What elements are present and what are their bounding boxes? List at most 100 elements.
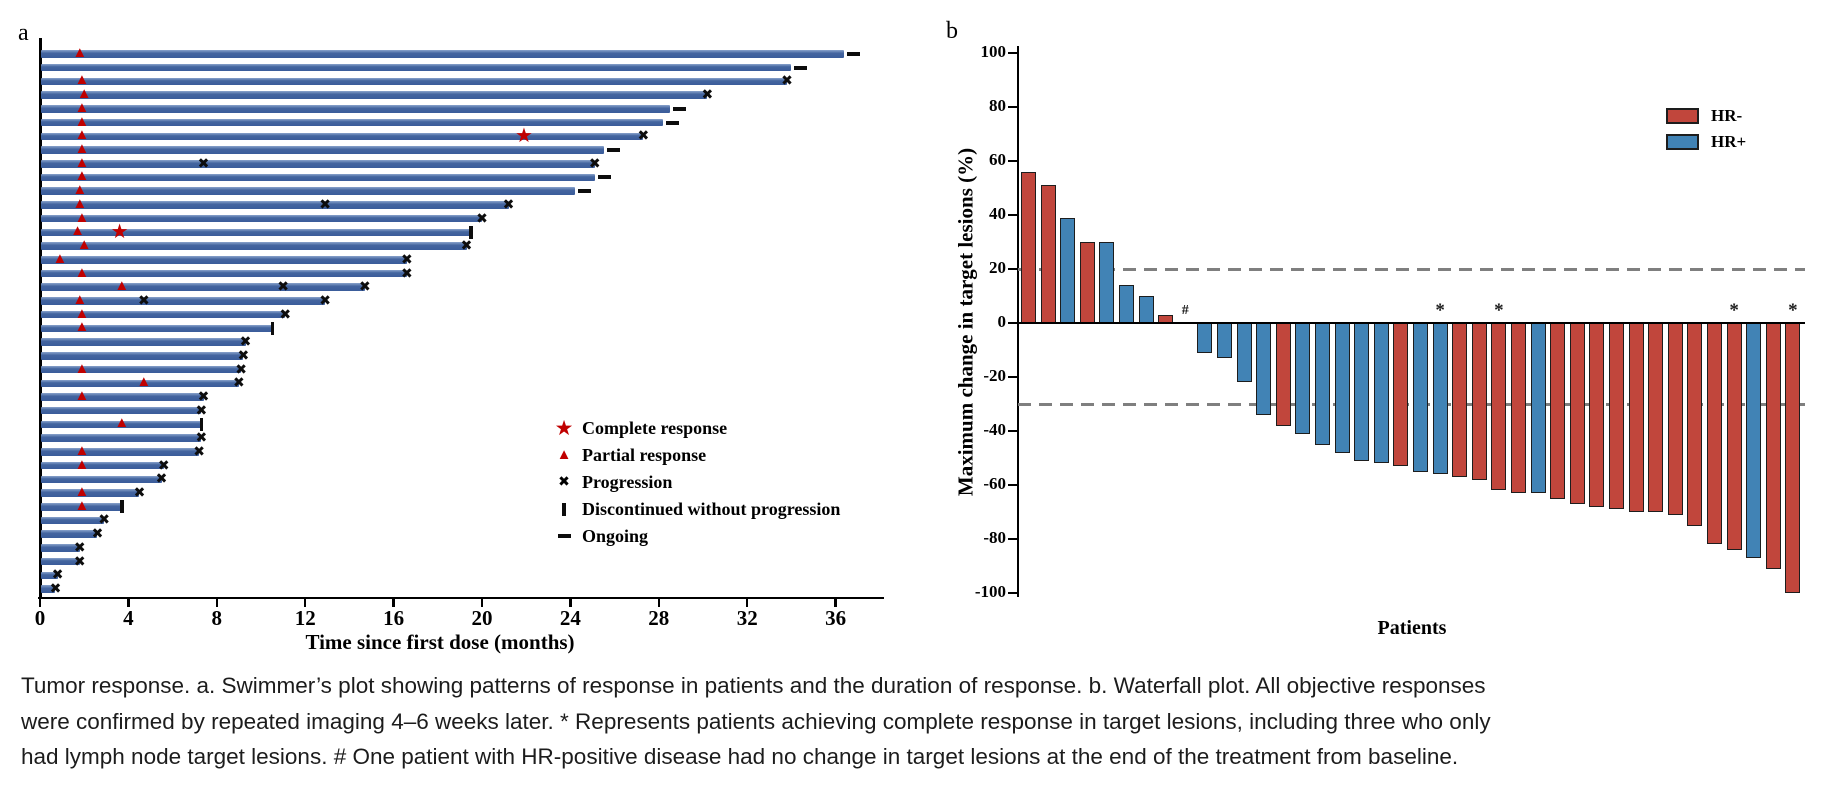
waterfall-bar [1334,323,1350,453]
swimmer-x-tick-label: 36 [825,606,847,630]
waterfall-bar [1569,323,1585,504]
swimmer-x-tick-label: 32 [736,606,758,630]
triangle-icon: ▲ [556,446,572,463]
waterfall-bar [1667,323,1683,515]
swimmer-bar [41,420,202,429]
swimmer-bar [41,201,509,209]
swimmer-x-tick-label: 16 [383,606,405,630]
waterfall-bar [1530,323,1546,494]
swimmer-x-tick [834,599,837,607]
swimmer-bar [41,269,407,278]
waterfall-bar [1119,285,1134,323]
waterfall-bar [1785,323,1801,593]
waterfall-y-tick [1008,267,1017,271]
swimmer-bar [41,310,286,319]
waterfall-legend-item: HR- [1666,106,1742,126]
no-change-hash-label: # [1181,303,1189,318]
star-icon: ★ [554,415,574,440]
swimmer-legend-label: Complete response [582,417,728,438]
waterfall-y-tick-label: 40 [989,204,1006,223]
progression-x-icon: ✖ [73,553,86,570]
waterfall-legend-label: HR- [1711,106,1743,125]
swimmer-x-tick-label: 24 [559,606,581,630]
progression-x-icon: ✖ [195,430,208,447]
progression-x-icon: ✖ [460,238,473,255]
swimmer-legend-label: Ongoing [582,525,649,546]
waterfall-bar [1707,323,1722,545]
progression-x-icon: ✖ [239,334,252,351]
progression-x-icon: ✖ [137,292,150,309]
swimmer-bar [41,283,365,291]
swimmer-bar [41,544,80,552]
panel-b-label: b [946,18,958,44]
swimmer-bar [41,160,595,168]
complete-response-star-icon: ★ [515,125,533,148]
dash-glyph [557,534,571,538]
progression-x-icon: ✖ [400,251,413,268]
discontinued-tick-icon [270,321,275,335]
swimmer-bar [41,256,407,264]
discontinued-tick-icon [199,417,204,431]
swimmer-bar [41,448,200,456]
dash-icon [546,534,582,538]
swimmer-bar [41,571,58,580]
swimmer-bar [41,434,202,442]
complete-response-asterisk-label: * [1788,300,1798,321]
progression-x-icon: ✖ [476,210,488,227]
swimmer-legend-item: Ongoing [546,523,648,549]
ongoing-dash-icon [666,120,680,125]
ongoing-dash-icon [672,106,686,111]
progression-x-icon: ✖ [233,375,245,392]
partial-response-triangle-icon: ▲ [52,250,68,267]
ongoing-dash-icon [577,189,591,194]
swimmer-legend-item: Discontinued without progression [546,496,840,522]
waterfall-y-tick-label: 100 [980,42,1007,61]
swimmer-x-tick [215,599,219,607]
waterfall-y-tick [1008,213,1017,217]
progression-x-icon: ✖ [502,196,515,213]
partial-response-triangle-icon: ▲ [74,99,90,116]
swimmer-bar [41,352,244,360]
waterfall-bar [1452,323,1468,477]
swimmer-x-tick [657,599,661,607]
partial-response-triangle-icon: ▲ [74,484,90,501]
waterfall-bar [1040,185,1056,323]
progression-x-icon: ✖ [157,457,170,474]
partial-response-triangle-icon: ▲ [136,374,152,391]
swimmer-bar [41,173,595,182]
partial-response-triangle-icon: ▲ [76,237,92,254]
waterfall-bar [1197,323,1213,353]
swimmer-bar [41,406,202,415]
swimmer-x-tick-label: 12 [294,606,316,630]
waterfall-bar [1021,171,1036,323]
waterfall-bar [1236,323,1252,383]
waterfall-legend-item: HR+ [1666,132,1746,152]
swimmer-bar [41,118,664,127]
vbar-icon [546,502,582,516]
partial-response-triangle-icon: ▲ [74,72,90,89]
progression-x-icon: ✖ [155,471,168,488]
waterfall-y-tick [1008,537,1017,541]
swimmer-bar [41,187,575,195]
swimmer-x-tick [303,599,307,607]
waterfall-reference-line [1018,402,1805,406]
swimmer-x-tick-label: 20 [471,606,493,630]
partial-response-triangle-icon: ▲ [74,319,90,336]
waterfall-bar [1060,217,1076,323]
swimmer-bar [41,379,239,388]
waterfall-zero-baseline [1016,321,1805,325]
discontinued-tick-icon [469,225,473,239]
swimmer-bar [41,228,471,237]
partial-response-triangle-icon: ▲ [72,182,88,199]
waterfall-bar [1648,323,1664,512]
progression-x-icon: ✖ [51,567,64,584]
waterfall-bar [1413,323,1428,472]
partial-response-triangle-icon: ▲ [114,278,130,295]
swimmer-legend-item: ▲ Partial response [546,442,707,468]
waterfall-bar [1079,242,1095,323]
complete-response-asterisk-label: * [1494,300,1504,321]
waterfall-bar [1628,323,1644,512]
swimmer-x-tick [745,599,749,607]
waterfall-y-tick [1008,321,1017,325]
partial-response-triangle-icon: ▲ [72,195,88,212]
